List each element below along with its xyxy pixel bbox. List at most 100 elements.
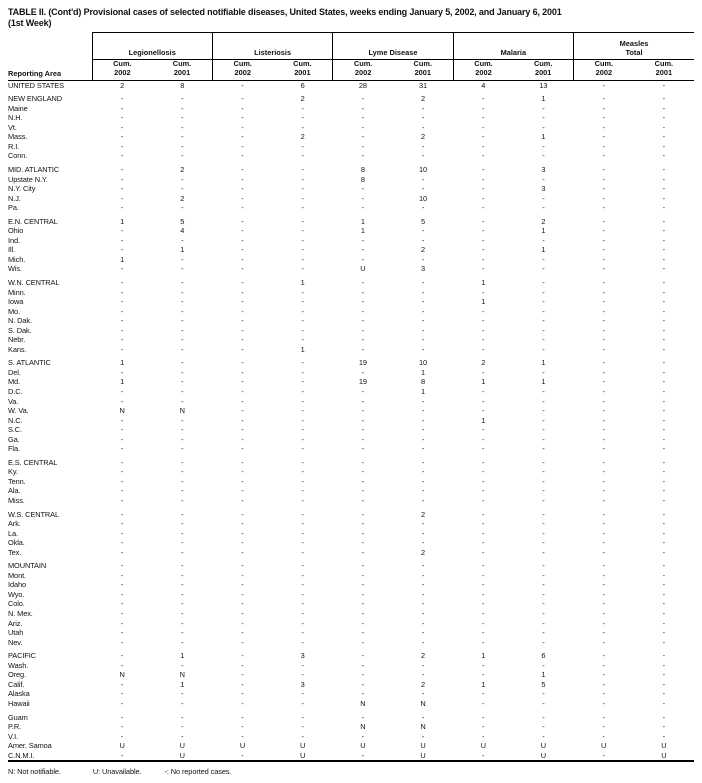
value-cell: - — [181, 599, 184, 609]
value-cell: - — [482, 335, 485, 345]
value-cell: U — [661, 750, 667, 760]
table-row: Hawaii - - - - N N - - - - — [8, 699, 694, 709]
value-cell: - — [421, 425, 425, 435]
value-cell: - — [482, 344, 485, 354]
value-cell: - — [361, 599, 365, 609]
value-cell: - — [602, 132, 605, 142]
value-cell: - — [602, 264, 605, 274]
value-cell: - — [542, 113, 545, 123]
value-cell: - — [361, 618, 365, 628]
value-cell: - — [241, 561, 244, 571]
value-cell: - — [301, 406, 304, 416]
value-cell: - — [301, 316, 304, 326]
value-cell: - — [602, 444, 605, 454]
value-cell: - — [241, 287, 244, 297]
value-cell: - — [602, 750, 605, 760]
value-cell: - — [120, 496, 124, 506]
value-cell: - — [662, 679, 666, 689]
value-cell: - — [361, 496, 365, 506]
value-cell: - — [361, 325, 365, 335]
value-cell: - — [301, 434, 304, 444]
value-cell: 1 — [120, 377, 125, 387]
table-row: Ind. - - - - - - - - - - — [8, 236, 694, 246]
value-cell: 8 — [360, 164, 365, 174]
value-cell: 1 — [481, 377, 486, 387]
value-cell: - — [542, 457, 545, 467]
value-cell: - — [120, 325, 124, 335]
value-cell: 1 — [360, 226, 365, 236]
reporting-area-cell: C.N.M.I. — [8, 750, 35, 760]
value-cell: - — [361, 367, 365, 377]
value-cell: - — [120, 287, 124, 297]
value-cell: - — [301, 712, 304, 722]
value-cell: - — [181, 580, 184, 590]
value-cell: - — [301, 509, 304, 519]
value-cell: - — [482, 132, 485, 142]
value-cell: - — [421, 297, 425, 307]
value-cell: - — [421, 609, 425, 619]
value-cell: - — [241, 434, 244, 444]
value-cell: - — [120, 415, 124, 425]
value-cell: - — [181, 496, 184, 506]
value-cell: 2 — [421, 94, 426, 104]
value-cell: - — [542, 486, 545, 496]
value-cell: 5 — [180, 216, 185, 226]
value-cell: - — [241, 277, 244, 287]
value-cell: - — [241, 325, 244, 335]
value-cell: - — [542, 122, 545, 132]
value-cell: U — [661, 741, 667, 751]
value-cell: 1 — [360, 216, 365, 226]
value-cell: - — [301, 444, 304, 454]
value-cell: - — [602, 698, 605, 708]
value-cell: - — [181, 486, 184, 496]
value-cell: - — [542, 387, 545, 396]
table-title-line2: (1st Week) — [8, 17, 52, 28]
value-cell: - — [482, 203, 485, 213]
value-cell: - — [662, 660, 666, 670]
value-cell: - — [662, 651, 666, 661]
reporting-area-cell: Md. — [8, 377, 21, 387]
value-cell: - — [120, 132, 124, 142]
value-cell: - — [542, 467, 545, 477]
reporting-area-cell: Pa. — [8, 203, 19, 213]
value-cell: 1 — [541, 245, 546, 255]
value-cell: - — [361, 628, 365, 638]
value-cell: - — [421, 712, 425, 722]
value-cell: - — [482, 670, 485, 680]
value-cell: - — [181, 113, 184, 123]
value-cell: - — [241, 750, 244, 760]
reporting-area-cell: La. — [8, 528, 18, 538]
value-cell: - — [602, 141, 605, 151]
reporting-area-cell: MOUNTAIN — [8, 561, 47, 571]
value-cell: - — [241, 184, 244, 194]
value-cell: - — [602, 679, 605, 689]
value-cell: - — [662, 226, 666, 236]
value-cell: 2 — [421, 547, 426, 557]
value-cell: N — [360, 698, 366, 708]
value-cell: - — [301, 637, 304, 647]
value-cell: - — [361, 509, 365, 519]
value-cell: - — [602, 316, 605, 326]
value-cell: 1 — [120, 216, 125, 226]
reporting-area-cell: Conn. — [8, 151, 28, 161]
reporting-area-cell: P.R. — [8, 722, 22, 732]
value-cell: - — [542, 519, 545, 529]
reporting-area-cell: Upstate N.Y. — [8, 174, 48, 184]
reporting-area-cell: Alaska — [8, 689, 30, 699]
value-cell: - — [301, 387, 304, 396]
value-cell: 5 — [541, 679, 546, 689]
subheader-measles-cum-2001: Cum. 2001 — [633, 59, 694, 81]
value-cell: - — [662, 216, 666, 226]
reporting-area-cell: Idaho — [8, 580, 26, 590]
table-row: Idaho - - - - - - - - - - — [8, 580, 694, 590]
value-cell: - — [602, 377, 605, 387]
value-cell: - — [662, 174, 666, 184]
value-cell: - — [662, 509, 666, 519]
value-cell: - — [602, 467, 605, 477]
value-cell: - — [241, 486, 244, 496]
value-cell: - — [120, 94, 124, 104]
value-cell: - — [542, 335, 545, 345]
value-cell: - — [301, 609, 304, 619]
value-cell: - — [602, 599, 605, 609]
